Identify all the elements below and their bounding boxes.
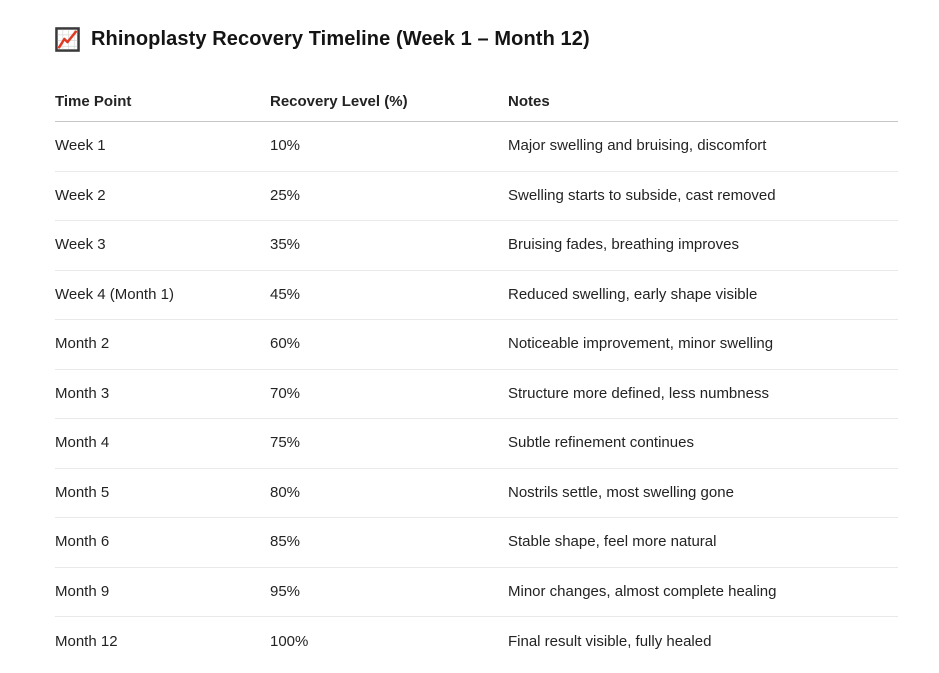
cell-notes: Bruising fades, breathing improves xyxy=(508,236,739,254)
cell-recovery-level: 25% xyxy=(270,186,301,204)
cell-time-point: Month 2 xyxy=(55,335,110,353)
recovery-timeline-table: Time Point Recovery Level (%) Notes Week… xyxy=(55,61,898,667)
cell-recovery-level: 35% xyxy=(270,236,301,254)
page-title-text: Rhinoplasty Recovery Timeline (Week 1 – … xyxy=(91,28,590,50)
cell-recovery-level: 45% xyxy=(270,285,301,303)
cell-recovery-level: 95% xyxy=(270,582,301,600)
cell-recovery-level: 10% xyxy=(270,137,301,155)
cell-notes: Stable shape, feel more natural xyxy=(508,533,717,551)
cell-time-point: Month 12 xyxy=(55,632,118,650)
table-row: Month 2 60% Noticeable improvement, minor … xyxy=(55,320,898,370)
cell-time-point: Week 2 xyxy=(55,186,106,204)
page-title: Rhinoplasty Recovery Timeline (Week 1 – … xyxy=(55,27,590,52)
cell-notes: Swelling starts to subside, cast removed xyxy=(508,186,776,204)
cell-time-point: Month 5 xyxy=(55,483,110,501)
cell-notes: Major swelling and bruising, discomfort xyxy=(508,137,767,155)
table-header-row: Time Point Recovery Level (%) Notes xyxy=(55,61,898,122)
column-header-notes: Notes xyxy=(508,93,550,110)
cell-recovery-level: 85% xyxy=(270,533,301,551)
cell-time-point: Month 6 xyxy=(55,533,110,551)
cell-notes: Reduced swelling, early shape visible xyxy=(508,285,758,303)
cell-notes: Subtle refinement continues xyxy=(508,434,694,452)
cell-time-point: Week 3 xyxy=(55,236,106,254)
table-row: Week 4 (Month 1) 45% Reduced swelling, ear… xyxy=(55,271,898,320)
cell-recovery-level: 60% xyxy=(270,335,301,353)
cell-notes: Structure more defined, less numbness xyxy=(508,384,769,402)
table-row: Month 5 80% Nostrils settle, most swelling… xyxy=(55,469,898,518)
cell-time-point: Month 4 xyxy=(55,434,110,452)
cell-recovery-level: 80% xyxy=(270,483,301,501)
table-row: Month 6 85% Stable shape, feel more natura… xyxy=(55,518,898,568)
table-row: Month 3 70% Structure more defined, less n… xyxy=(55,370,898,419)
table-row: Week 3 35% Bruising fades, breathing impro… xyxy=(55,221,898,271)
cell-time-point: Week 4 (Month 1) xyxy=(55,285,174,303)
cell-notes: Minor changes, almost complete healing xyxy=(508,582,777,600)
table-body: Week 1 10% Major swelling and bruising, di… xyxy=(55,122,898,667)
chart-increasing-icon xyxy=(55,27,80,52)
cell-notes: Noticeable improvement, minor swelling xyxy=(508,335,774,353)
cell-time-point: Month 3 xyxy=(55,384,110,402)
cell-recovery-level: 100% xyxy=(270,632,309,650)
cell-notes: Nostrils settle, most swelling gone xyxy=(508,483,734,501)
table-row: Week 2 25% Swelling starts to subside, cas… xyxy=(55,172,898,221)
column-header-time-point: Time Point xyxy=(55,93,132,110)
column-header-recovery-level: Recovery Level (%) xyxy=(270,93,408,110)
table-row: Week 1 10% Major swelling and bruising, di… xyxy=(55,122,898,172)
table-row: Month 4 75% Subtle refinement continues xyxy=(55,419,898,469)
table-row: Month 12 100% Final result visible, fully … xyxy=(55,617,898,667)
table-row: Month 9 95% Minor changes, almost complete… xyxy=(55,568,898,617)
cell-time-point: Week 1 xyxy=(55,137,106,155)
cell-notes: Final result visible, fully healed xyxy=(508,632,712,650)
cell-recovery-level: 75% xyxy=(270,434,301,452)
cell-time-point: Month 9 xyxy=(55,582,110,600)
cell-recovery-level: 70% xyxy=(270,384,301,402)
